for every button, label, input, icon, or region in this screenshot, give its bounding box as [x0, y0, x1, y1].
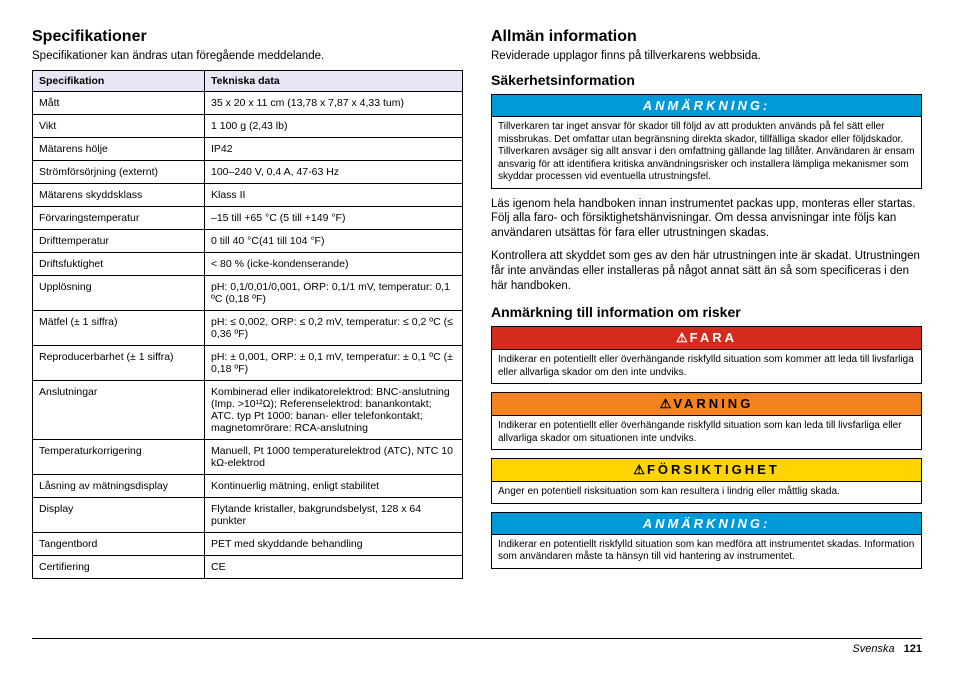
table-cell: Kombinerad eller indikatorelektrod: BNC-…	[205, 381, 463, 440]
warning-box: ⚠VARNING Indikerar en potentiellt eller …	[491, 392, 922, 450]
specs-title: Specifikationer	[32, 28, 463, 46]
table-row: Mätarens höljeIP42	[33, 138, 463, 161]
caution-body: Anger en potentiell risksituation som ka…	[492, 482, 921, 503]
page-footer: Svenska 121	[32, 638, 922, 655]
table-cell: Anslutningar	[33, 381, 205, 440]
danger-label: FARA	[690, 330, 737, 345]
table-row: TangentbordPET med skyddande behandling	[33, 533, 463, 556]
table-row: Vikt1 100 g (2,43 lb)	[33, 115, 463, 138]
specs-intro: Specifikationer kan ändras utan föregåen…	[32, 50, 463, 62]
caution-header: ⚠FÖRSIKTIGHET	[492, 459, 921, 482]
table-cell: Vikt	[33, 115, 205, 138]
right-column: Allmän information Reviderade upplagor f…	[491, 28, 922, 628]
notice-2-header: ANMÄRKNING:	[492, 513, 921, 535]
table-cell: Mått	[33, 92, 205, 115]
table-cell: pH: ± 0,001, ORP: ± 0,1 mV, temperatur: …	[205, 346, 463, 381]
table-cell: Manuell, Pt 1000 temperaturelektrod (ATC…	[205, 440, 463, 475]
table-cell: Kontinuerlig mätning, enligt stabilitet	[205, 475, 463, 498]
table-cell: Mätarens skyddsklass	[33, 184, 205, 207]
general-info-title: Allmän information	[491, 28, 922, 46]
table-row: Förvaringstemperatur–15 till +65 °C (5 t…	[33, 207, 463, 230]
table-cell: Upplösning	[33, 276, 205, 311]
table-cell: Display	[33, 498, 205, 533]
para-2: Kontrollera att skyddet som ges av den h…	[491, 249, 922, 294]
para-1: Läs igenom hela handboken innan instrume…	[491, 197, 922, 242]
table-row: Reproducerbarhet (± 1 siffra)pH: ± 0,001…	[33, 346, 463, 381]
table-cell: CE	[205, 556, 463, 579]
table-cell: 100–240 V, 0,4 A, 47-63 Hz	[205, 161, 463, 184]
table-cell: Certifiering	[33, 556, 205, 579]
spec-table: Specifikation Tekniska data Mått35 x 20 …	[32, 70, 463, 579]
safety-heading: Säkerhetsinformation	[491, 72, 922, 88]
table-row: TemperaturkorrigeringManuell, Pt 1000 te…	[33, 440, 463, 475]
table-cell: 35 x 20 x 11 cm (13,78 x 7,87 x 4,33 tum…	[205, 92, 463, 115]
table-cell: Låsning av mätningsdisplay	[33, 475, 205, 498]
left-column: Specifikationer Specifikationer kan ändr…	[32, 28, 463, 628]
table-row: Låsning av mätningsdisplayKontinuerlig m…	[33, 475, 463, 498]
danger-header: ⚠FARA	[492, 327, 921, 350]
col-header-data: Tekniska data	[205, 71, 463, 92]
warning-header: ⚠VARNING	[492, 393, 921, 416]
caution-label: FÖRSIKTIGHET	[647, 462, 780, 477]
table-cell: PET med skyddande behandling	[205, 533, 463, 556]
table-cell: –15 till +65 °C (5 till +149 °F)	[205, 207, 463, 230]
table-row: Mätfel (± 1 siffra)pH: ≤ 0,002, ORP: ≤ 0…	[33, 311, 463, 346]
table-cell: 0 till 40 °C(41 till 104 °F)	[205, 230, 463, 253]
table-cell: Mätfel (± 1 siffra)	[33, 311, 205, 346]
table-cell: 1 100 g (2,43 lb)	[205, 115, 463, 138]
table-row: Strömförsörjning (externt)100–240 V, 0,4…	[33, 161, 463, 184]
table-cell: Mätarens hölje	[33, 138, 205, 161]
table-cell: Förvaringstemperatur	[33, 207, 205, 230]
table-row: DisplayFlytande kristaller, bakgrundsbel…	[33, 498, 463, 533]
risk-heading: Anmärkning till information om risker	[491, 304, 922, 320]
warning-icon: ⚠	[633, 462, 645, 477]
table-cell: pH: 0,1/0,01/0,001, ORP: 0,1/1 mV, tempe…	[205, 276, 463, 311]
danger-body: Indikerar en potentiellt eller överhänga…	[492, 350, 921, 383]
col-header-spec: Specifikation	[33, 71, 205, 92]
warning-icon: ⚠	[660, 396, 672, 411]
table-row: CertifieringCE	[33, 556, 463, 579]
table-row: AnslutningarKombinerad eller indikatorel…	[33, 381, 463, 440]
table-row: Driftsfuktighet< 80 % (icke-kondenserand…	[33, 253, 463, 276]
notice-1-body: Tillverkaren tar inget ansvar för skador…	[492, 117, 921, 188]
table-cell: Driftsfuktighet	[33, 253, 205, 276]
general-info-intro: Reviderade upplagor finns på tillverkare…	[491, 50, 922, 62]
footer-page: 121	[904, 643, 922, 655]
danger-box: ⚠FARA Indikerar en potentiellt eller öve…	[491, 326, 922, 384]
table-cell: Reproducerbarhet (± 1 siffra)	[33, 346, 205, 381]
warning-icon: ⚠	[676, 330, 688, 345]
table-row: Mätarens skyddsklassKlass II	[33, 184, 463, 207]
notice-box-2: ANMÄRKNING: Indikerar en potentiellt ris…	[491, 512, 922, 569]
table-cell: Drifttemperatur	[33, 230, 205, 253]
table-cell: Flytande kristaller, bakgrundsbelyst, 12…	[205, 498, 463, 533]
table-row: Mått35 x 20 x 11 cm (13,78 x 7,87 x 4,33…	[33, 92, 463, 115]
caution-box: ⚠FÖRSIKTIGHET Anger en potentiell risksi…	[491, 458, 922, 504]
notice-1-header: ANMÄRKNING:	[492, 95, 921, 117]
notice-box-1: ANMÄRKNING: Tillverkaren tar inget ansva…	[491, 94, 922, 189]
table-cell: Tangentbord	[33, 533, 205, 556]
warning-label: VARNING	[673, 396, 753, 411]
footer-language: Svenska	[852, 643, 894, 655]
table-row: Drifttemperatur0 till 40 °C(41 till 104 …	[33, 230, 463, 253]
table-cell: Klass II	[205, 184, 463, 207]
notice-2-body: Indikerar en potentiellt riskfylld situa…	[492, 535, 921, 568]
table-cell: Temperaturkorrigering	[33, 440, 205, 475]
table-cell: Strömförsörjning (externt)	[33, 161, 205, 184]
table-cell: < 80 % (icke-kondenserande)	[205, 253, 463, 276]
table-cell: pH: ≤ 0,002, ORP: ≤ 0,2 mV, temperatur: …	[205, 311, 463, 346]
table-row: UpplösningpH: 0,1/0,01/0,001, ORP: 0,1/1…	[33, 276, 463, 311]
warning-body: Indikerar en potentiellt eller överhänga…	[492, 416, 921, 449]
table-cell: IP42	[205, 138, 463, 161]
